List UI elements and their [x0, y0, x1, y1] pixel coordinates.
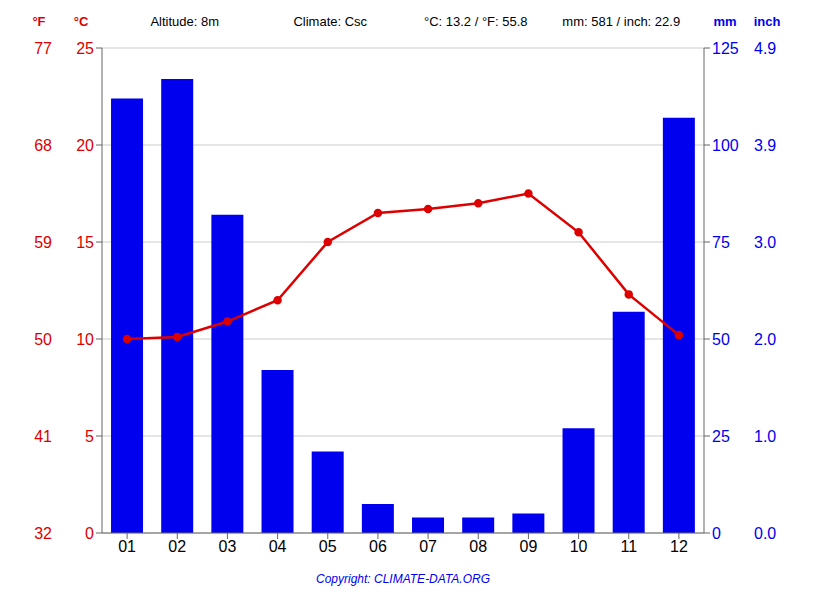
svg-text:03: 03	[219, 538, 237, 555]
svg-text:100: 100	[712, 137, 739, 154]
svg-text:0: 0	[712, 525, 721, 542]
svg-text:2.0: 2.0	[754, 331, 776, 348]
svg-text:02: 02	[168, 538, 186, 555]
html-text:Copyright: CLIMATE-DATA.ORG: Copyright: CLIMATE-DATA.ORG	[316, 572, 490, 586]
html-text:mm: 581 / inch: 22.9: mm: 581 / inch: 22.9	[562, 14, 681, 29]
svg-text:68: 68	[34, 137, 52, 154]
svg-text:77: 77	[34, 40, 52, 57]
svg-text:12: 12	[670, 538, 688, 555]
html-text:mm: mm	[713, 14, 737, 29]
svg-text:1.0: 1.0	[754, 428, 776, 445]
svg-text:75: 75	[712, 234, 730, 251]
svg-text:3.9: 3.9	[754, 137, 776, 154]
svg-text:3.0: 3.0	[754, 234, 776, 251]
svg-text:32: 32	[34, 525, 52, 542]
svg-text:50: 50	[34, 331, 52, 348]
svg-text:59: 59	[34, 234, 52, 251]
svg-text:05: 05	[319, 538, 337, 555]
svg-text:10: 10	[570, 538, 588, 555]
svg-text:0.0: 0.0	[754, 525, 776, 542]
html-text:Altitude: 8m: Altitude: 8m	[150, 14, 220, 29]
html-text:°C: °C	[73, 14, 89, 29]
svg-text:07: 07	[419, 538, 437, 555]
svg-text:0: 0	[85, 525, 94, 542]
svg-text:20: 20	[76, 137, 94, 154]
svg-text:50: 50	[712, 331, 730, 348]
svg-text:25: 25	[76, 40, 94, 57]
svg-text:5: 5	[85, 428, 94, 445]
svg-text:04: 04	[269, 538, 287, 555]
html-text:Climate: Csc: Climate: Csc	[293, 14, 368, 29]
html-text:inch: inch	[753, 14, 781, 29]
svg-text:08: 08	[469, 538, 487, 555]
svg-text:09: 09	[520, 538, 538, 555]
svg-text:11: 11	[620, 538, 637, 555]
svg-text:41: 41	[34, 428, 52, 445]
svg-text:06: 06	[369, 538, 387, 555]
svg-text:4.9: 4.9	[754, 40, 776, 57]
svg-text:125: 125	[712, 40, 739, 57]
html-text:°F: °F	[32, 14, 46, 29]
html-text:°C: 13.2 / °F: 55.8: °C: 13.2 / °F: 55.8	[423, 14, 528, 29]
svg-text:15: 15	[76, 234, 94, 251]
svg-text:01: 01	[118, 538, 136, 555]
svg-text:25: 25	[712, 428, 730, 445]
svg-text:10: 10	[76, 331, 94, 348]
